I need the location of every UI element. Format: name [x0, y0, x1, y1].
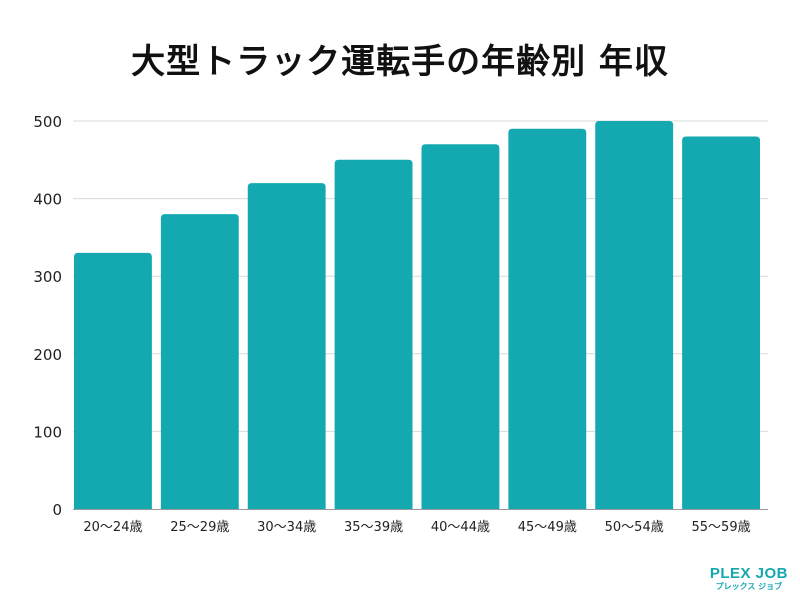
bar: [508, 128, 587, 509]
x-tick-label: 50〜54歳: [605, 520, 664, 535]
plex-job-logo: PLEX JOB プレックス ジョブ: [710, 566, 788, 592]
bar: [247, 183, 326, 509]
y-tick-label: 500: [33, 113, 62, 131]
y-tick-label: 100: [33, 423, 62, 441]
bar: [595, 121, 674, 509]
bar: [421, 144, 500, 509]
bar: [160, 214, 239, 509]
y-tick-label: 400: [33, 191, 62, 209]
x-tick-label: 55〜59歳: [692, 520, 751, 535]
logo-subtext: プレックス ジョブ: [715, 582, 783, 591]
chart-title: 大型トラック運転手の年齢別 年収: [131, 42, 669, 82]
y-tick-label: 300: [33, 268, 62, 286]
x-tick-label: 20〜24歳: [83, 520, 142, 535]
y-tick-label: 200: [33, 346, 62, 364]
x-tick-label: 25〜29歳: [170, 520, 229, 535]
x-tick-label: 35〜39歳: [344, 520, 403, 535]
bar: [682, 136, 760, 509]
x-tick-label: 40〜44歳: [431, 520, 490, 535]
logo-text: PLEX JOB: [709, 565, 788, 582]
bar: [74, 252, 152, 510]
y-tick-label: 0: [52, 501, 62, 519]
x-tick-label: 30〜34歳: [257, 520, 316, 535]
bar: [334, 159, 413, 510]
x-tick-label: 45〜49歳: [518, 520, 577, 535]
